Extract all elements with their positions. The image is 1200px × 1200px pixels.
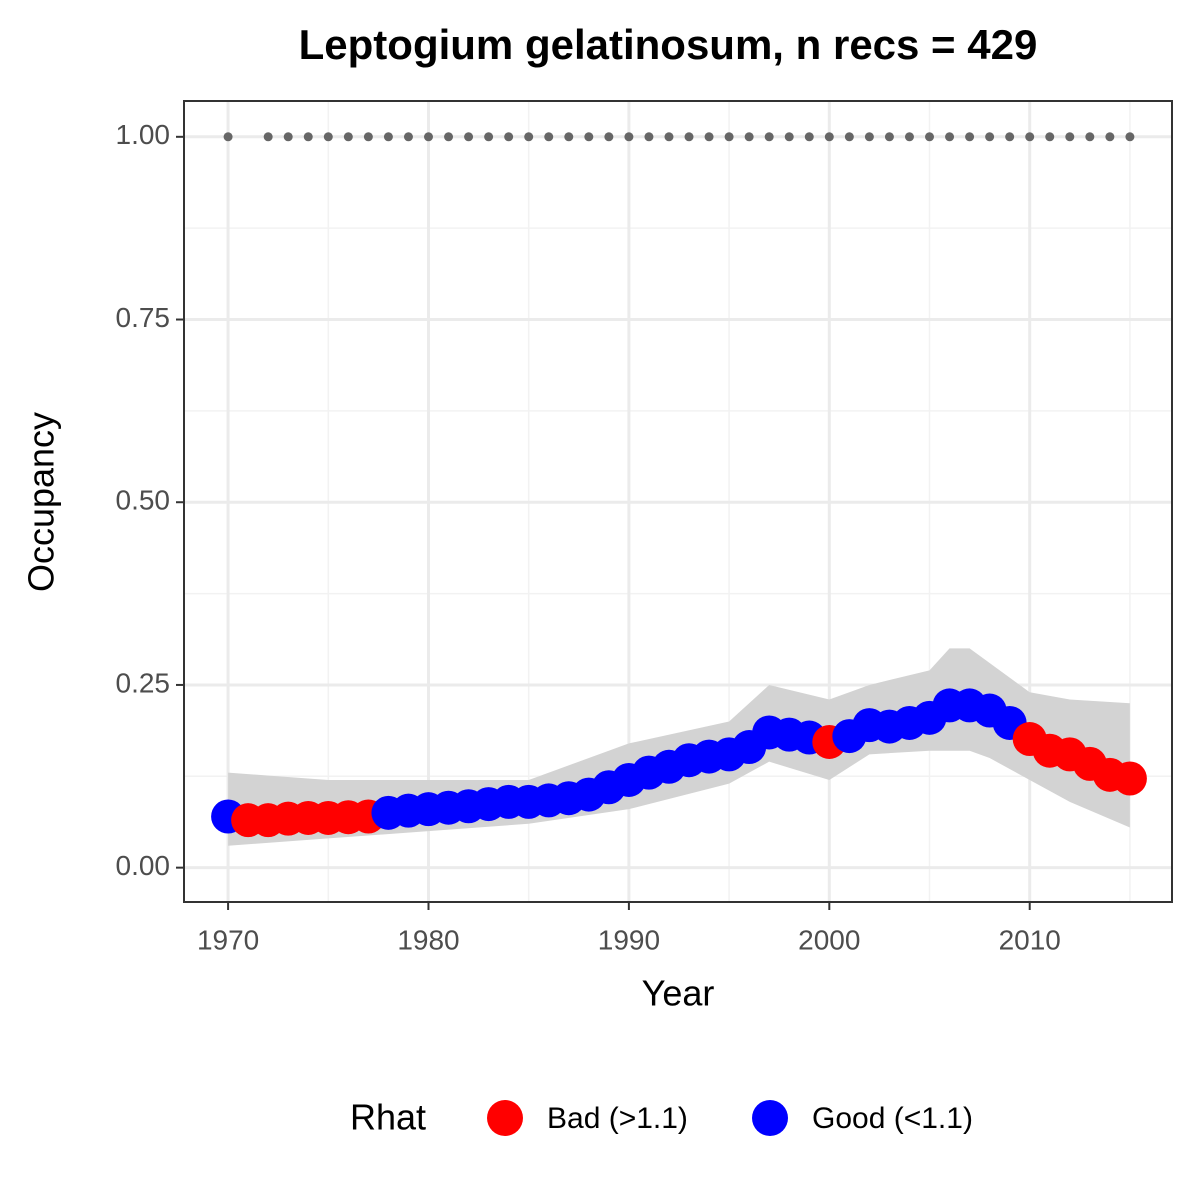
y-tick-label: 0.75 bbox=[116, 302, 171, 333]
detection-dot bbox=[504, 132, 514, 142]
x-tick-label: 2010 bbox=[999, 924, 1061, 955]
detection-dot bbox=[484, 132, 494, 142]
detection-dot bbox=[925, 132, 935, 142]
x-tick-label: 1980 bbox=[397, 924, 459, 955]
detection-dot bbox=[403, 132, 413, 142]
detection-dot bbox=[1005, 132, 1015, 142]
detection-dot bbox=[904, 132, 914, 142]
x-axis-label: Year bbox=[642, 973, 715, 1014]
detection-dot bbox=[263, 132, 273, 142]
detection-dot bbox=[824, 132, 834, 142]
y-tick-label: 1.00 bbox=[116, 119, 171, 150]
detection-dot bbox=[464, 132, 474, 142]
detection-dot bbox=[644, 132, 654, 142]
legend-key bbox=[487, 1100, 523, 1136]
detection-dot bbox=[764, 132, 774, 142]
detection-dot bbox=[1125, 132, 1135, 142]
detection-dot bbox=[704, 132, 714, 142]
y-tick-label: 0.25 bbox=[116, 667, 171, 698]
detection-dot bbox=[223, 132, 233, 142]
detection-dot bbox=[664, 132, 674, 142]
detection-dot bbox=[303, 132, 313, 142]
detection-dot bbox=[323, 132, 333, 142]
detection-dot bbox=[423, 132, 433, 142]
data-point bbox=[1112, 761, 1147, 796]
detection-dot bbox=[744, 132, 754, 142]
detection-dot bbox=[844, 132, 854, 142]
panel-border bbox=[183, 100, 1173, 903]
chart-title: Leptogium gelatinosum, n recs = 429 bbox=[299, 21, 1038, 68]
detection-dot bbox=[1105, 132, 1115, 142]
x-tick-label: 1990 bbox=[598, 924, 660, 955]
legend-label: Bad (>1.1) bbox=[547, 1102, 688, 1135]
x-tick-label: 2000 bbox=[798, 924, 860, 955]
detection-dot bbox=[1025, 132, 1035, 142]
detection-dot bbox=[804, 132, 814, 142]
detection-dot bbox=[604, 132, 614, 142]
detection-dot bbox=[864, 132, 874, 142]
detection-dot bbox=[1085, 132, 1095, 142]
y-tick-label: 0.00 bbox=[116, 850, 171, 881]
x-tick-label: 1970 bbox=[197, 924, 259, 955]
detection-dot bbox=[383, 132, 393, 142]
detection-dot bbox=[965, 132, 975, 142]
detection-dot bbox=[1045, 132, 1055, 142]
detection-dot bbox=[985, 132, 995, 142]
detection-dot bbox=[363, 132, 373, 142]
detection-dot bbox=[524, 132, 534, 142]
detection-dot bbox=[884, 132, 894, 142]
detection-dot bbox=[584, 132, 594, 142]
detection-dot bbox=[343, 132, 353, 142]
detection-dot bbox=[564, 132, 574, 142]
legend-title: Rhat bbox=[350, 1097, 426, 1138]
detection-dot bbox=[784, 132, 794, 142]
detection-dot bbox=[1065, 132, 1075, 142]
detection-dot bbox=[724, 132, 734, 142]
y-axis-label: Occupancy bbox=[21, 412, 62, 592]
detection-dot bbox=[544, 132, 554, 142]
detection-dot bbox=[945, 132, 955, 142]
detection-dot bbox=[624, 132, 634, 142]
detection-dot bbox=[684, 132, 694, 142]
y-tick-label: 0.50 bbox=[116, 485, 171, 516]
detection-dot bbox=[444, 132, 454, 142]
legend-label: Good (<1.1) bbox=[812, 1102, 973, 1135]
legend-key bbox=[752, 1100, 788, 1136]
detection-dot bbox=[283, 132, 293, 142]
